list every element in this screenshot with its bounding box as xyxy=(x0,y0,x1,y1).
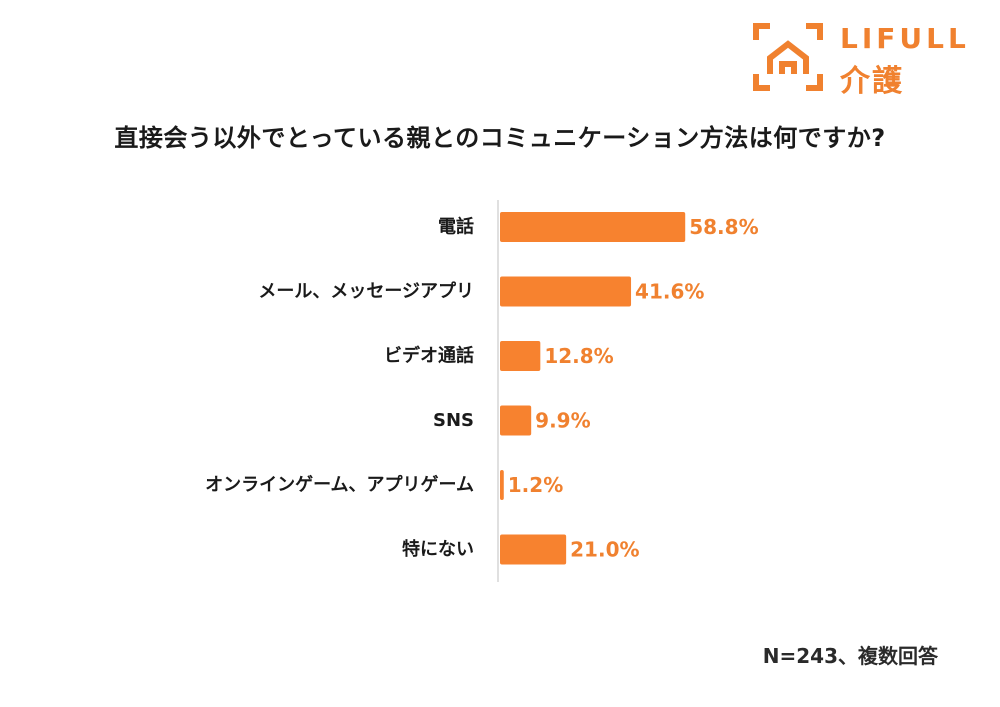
category-label: SNS xyxy=(433,410,474,431)
bar xyxy=(500,470,504,500)
category-label: メール、メッセージアプリ xyxy=(258,280,474,302)
category-label: 電話 xyxy=(438,216,474,238)
value-label: 12.8% xyxy=(544,344,613,368)
bar xyxy=(500,405,532,436)
value-label: 21.0% xyxy=(570,538,639,562)
category-label: ビデオ通話 xyxy=(384,345,474,367)
bar xyxy=(500,276,632,307)
bar xyxy=(500,212,686,242)
category-label: 特にない xyxy=(402,538,474,560)
bar-chart: 電話 58.8% メール、メッセージアプリ 41.6% ビデオ通話 12.8% SNS 9.9… xyxy=(205,200,759,582)
bar xyxy=(500,534,567,565)
bar xyxy=(500,341,541,371)
logo-brand-text: LIFULL xyxy=(840,22,970,55)
logo-sub-text: 介護 xyxy=(840,64,904,99)
value-label: 1.2% xyxy=(508,473,563,497)
house-logo-icon xyxy=(753,23,823,91)
chart-title: 直接会う以外でとっている親とのコミュニケーション方法は何ですか? xyxy=(114,124,886,152)
brand-logo: LIFULL 介護 xyxy=(752,22,977,99)
value-label: 41.6% xyxy=(635,280,704,304)
sample-note: N=243、複数回答 xyxy=(762,644,938,668)
value-label: 58.8% xyxy=(689,215,758,239)
value-label: 9.9% xyxy=(535,409,590,433)
category-label: オンラインゲーム、アプリゲーム xyxy=(205,474,474,496)
